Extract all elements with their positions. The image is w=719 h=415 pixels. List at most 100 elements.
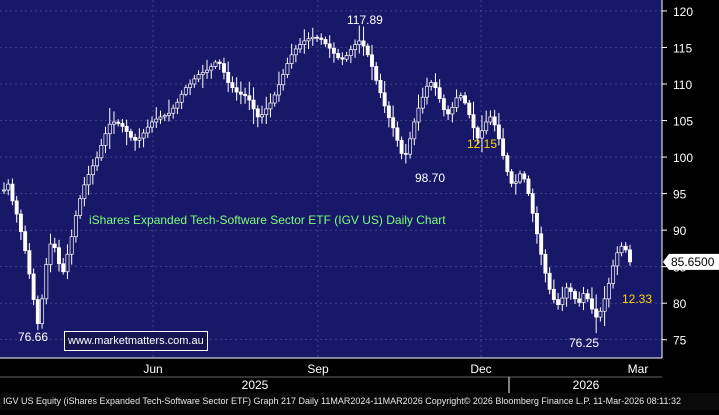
candle-body — [243, 93, 248, 97]
candle-body — [196, 74, 201, 80]
candle-body — [150, 121, 154, 128]
axis-strip — [662, 0, 719, 393]
candle-body — [315, 36, 319, 39]
candle-body — [547, 272, 552, 290]
candle-body — [391, 117, 396, 129]
candle-body — [272, 94, 277, 104]
candle-body — [518, 173, 522, 183]
candle-body — [255, 108, 260, 118]
y-tick-label: 95 — [673, 188, 687, 202]
candle-body — [137, 137, 142, 141]
y-tick-label: 105 — [673, 115, 693, 129]
candle-body — [530, 193, 535, 214]
candle-body — [162, 115, 167, 118]
candle-body — [128, 131, 133, 138]
candle-body — [327, 43, 332, 49]
candle-body — [450, 107, 455, 115]
y-tick-label: 120 — [673, 5, 693, 19]
candle-body — [412, 121, 417, 140]
candle-body — [382, 92, 387, 107]
candle-body — [475, 127, 480, 139]
candle-body — [437, 87, 442, 99]
candle-body — [112, 121, 116, 125]
candle-body — [602, 298, 607, 312]
x-tick-label: Jun — [143, 362, 162, 376]
candle-body — [560, 297, 565, 306]
candle-body — [374, 66, 379, 81]
x-tick-label: Sep — [307, 362, 329, 376]
candle-body — [628, 249, 632, 263]
candle-body — [260, 114, 264, 118]
candle-body — [209, 66, 214, 71]
annotation-label: 117.89 — [347, 13, 383, 27]
candle-body — [365, 45, 370, 56]
candle-body — [73, 215, 78, 238]
candle-body — [522, 173, 527, 180]
candle-body — [581, 293, 586, 303]
candle-body — [509, 171, 514, 184]
candle-body — [145, 126, 150, 134]
candle-body — [188, 83, 193, 89]
candle-body — [179, 93, 184, 103]
candle-body — [386, 105, 391, 118]
candle-body — [247, 95, 252, 101]
watermark-box: www.marketmatters.com.au — [64, 331, 208, 351]
candle-body — [399, 139, 404, 154]
candle-body — [471, 114, 476, 129]
candle-body — [82, 184, 87, 200]
candle-body — [467, 102, 472, 116]
candle-body — [458, 95, 463, 99]
candle-body — [353, 44, 358, 51]
candle-body — [298, 44, 303, 50]
candle-body — [425, 85, 429, 98]
candle-body — [302, 40, 307, 45]
candle-body — [344, 55, 349, 60]
last-price-tag — [663, 253, 719, 270]
candle-body — [99, 145, 104, 159]
candle-body — [238, 91, 243, 95]
chart-title: iShares Expanded Tech-Software Sector ET… — [89, 213, 446, 227]
candle-body — [293, 48, 298, 56]
candle-body — [18, 213, 23, 232]
x-axis: Jun Sep Dec Mar 2025 2026 — [0, 357, 662, 393]
candle-body — [433, 82, 438, 89]
plot-area — [0, 0, 662, 358]
last-price-label: 85.6500 — [671, 255, 715, 269]
x-tick-label: Mar — [628, 362, 649, 376]
candle-body — [103, 133, 108, 146]
candle-body — [213, 61, 218, 67]
candle-body — [556, 299, 561, 306]
y-tick-label: 90 — [673, 224, 687, 238]
candle-body — [323, 39, 328, 45]
candle-body — [589, 298, 594, 310]
candle-body — [484, 121, 489, 132]
candle-body — [441, 98, 446, 110]
candle-body — [124, 126, 129, 132]
candle-body — [403, 153, 408, 155]
candle-body — [585, 293, 590, 300]
candle-body — [35, 299, 40, 325]
y-tick-label: 115 — [673, 41, 692, 55]
y-tick-label: 110 — [673, 78, 692, 92]
candle-body — [551, 288, 556, 300]
candle-body — [200, 71, 205, 75]
candle-body — [513, 181, 518, 184]
candle-body — [370, 54, 374, 67]
candle-body — [221, 63, 226, 73]
candle-body — [331, 47, 336, 54]
candle-body — [539, 233, 544, 255]
candle-body — [611, 265, 616, 284]
candle-body — [340, 57, 345, 60]
candle-body — [289, 54, 294, 64]
candle-body — [183, 87, 188, 95]
candle-body — [175, 101, 180, 109]
candle-body — [357, 40, 362, 45]
candle-body — [276, 84, 281, 96]
candle-body — [285, 63, 290, 75]
candle-body — [319, 37, 324, 40]
candle-body — [564, 287, 569, 299]
candle-body — [526, 178, 531, 194]
candle-body — [6, 183, 11, 191]
